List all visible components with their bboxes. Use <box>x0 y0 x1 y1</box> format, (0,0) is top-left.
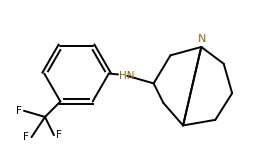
Text: F: F <box>16 106 22 116</box>
Text: F: F <box>23 132 29 142</box>
Text: F: F <box>56 130 62 140</box>
Text: HN: HN <box>120 71 135 81</box>
Text: N: N <box>198 34 206 44</box>
